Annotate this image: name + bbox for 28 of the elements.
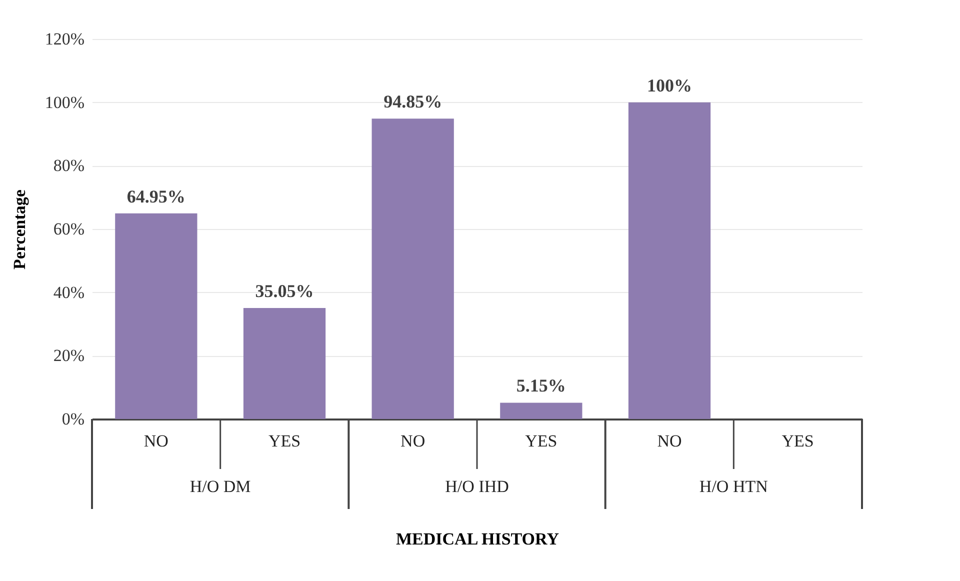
y-tick-label: 120% bbox=[44, 30, 84, 48]
x-tick-label: YES bbox=[525, 432, 558, 450]
text: H/O IHD bbox=[445, 477, 509, 496]
x-tick-label: NO bbox=[144, 432, 168, 450]
x-axis-title: MEDICAL HISTORY bbox=[396, 530, 559, 548]
data-label: 94.85% bbox=[384, 92, 442, 112]
y-tick-label: 40% bbox=[53, 282, 84, 302]
x-tick-label: YES bbox=[268, 432, 301, 450]
data-label: 64.95% bbox=[126, 186, 186, 206]
bar bbox=[372, 118, 454, 419]
y-tick-label: 20% bbox=[53, 346, 84, 366]
data-label: 5.15% bbox=[516, 376, 566, 396]
x-tick-label: NO bbox=[400, 432, 426, 450]
data-label: 100% bbox=[647, 75, 692, 96]
text: H/O DM bbox=[190, 477, 251, 496]
bar bbox=[115, 213, 198, 419]
y-tick-label: 100% bbox=[44, 92, 84, 112]
bar bbox=[628, 102, 711, 419]
text: H/O HTN bbox=[699, 477, 768, 496]
y-axis-title: Percentage bbox=[10, 189, 29, 270]
y-tick-label: 80% bbox=[53, 156, 84, 176]
y-tick-label: 60% bbox=[53, 220, 84, 238]
bar bbox=[243, 308, 326, 419]
x-tick-label: NO bbox=[657, 432, 682, 450]
x-tick-label: YES bbox=[782, 432, 814, 450]
y-tick-label: 0% bbox=[62, 410, 84, 428]
data-label: 35.05% bbox=[255, 281, 314, 302]
bar bbox=[500, 402, 582, 419]
